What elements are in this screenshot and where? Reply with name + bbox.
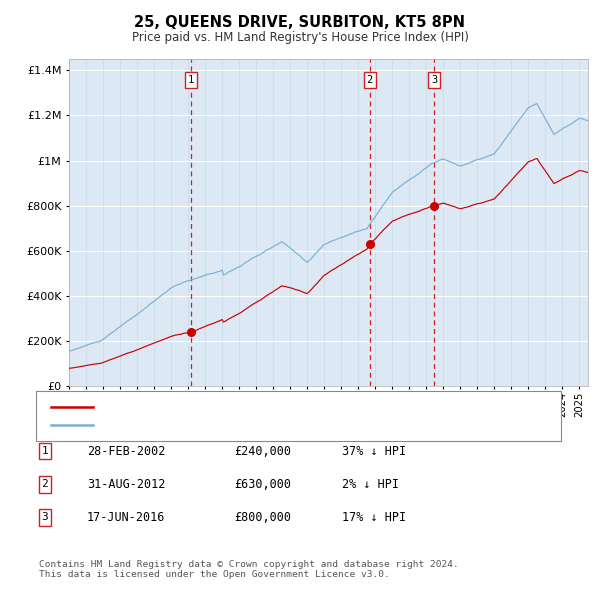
Text: 3: 3 (41, 513, 49, 522)
Text: 17% ↓ HPI: 17% ↓ HPI (342, 511, 406, 524)
Text: £800,000: £800,000 (234, 511, 291, 524)
Text: 28-FEB-2002: 28-FEB-2002 (87, 445, 166, 458)
Text: £240,000: £240,000 (234, 445, 291, 458)
Text: 1: 1 (41, 447, 49, 456)
Text: £630,000: £630,000 (234, 478, 291, 491)
Text: 3: 3 (431, 76, 437, 86)
Text: HPI: Average price, detached house, Kingston upon Thames: HPI: Average price, detached house, King… (102, 421, 430, 430)
Text: 1: 1 (188, 76, 194, 86)
Text: 25, QUEENS DRIVE, SURBITON, KT5 8PN: 25, QUEENS DRIVE, SURBITON, KT5 8PN (134, 15, 466, 30)
Text: 25, QUEENS DRIVE, SURBITON, KT5 8PN (detached house): 25, QUEENS DRIVE, SURBITON, KT5 8PN (det… (102, 402, 421, 412)
Text: 2: 2 (367, 76, 373, 86)
Text: Price paid vs. HM Land Registry's House Price Index (HPI): Price paid vs. HM Land Registry's House … (131, 31, 469, 44)
Text: 17-JUN-2016: 17-JUN-2016 (87, 511, 166, 524)
Text: 2% ↓ HPI: 2% ↓ HPI (342, 478, 399, 491)
Text: 37% ↓ HPI: 37% ↓ HPI (342, 445, 406, 458)
Text: 31-AUG-2012: 31-AUG-2012 (87, 478, 166, 491)
Text: Contains HM Land Registry data © Crown copyright and database right 2024.
This d: Contains HM Land Registry data © Crown c… (39, 560, 459, 579)
Text: 2: 2 (41, 480, 49, 489)
